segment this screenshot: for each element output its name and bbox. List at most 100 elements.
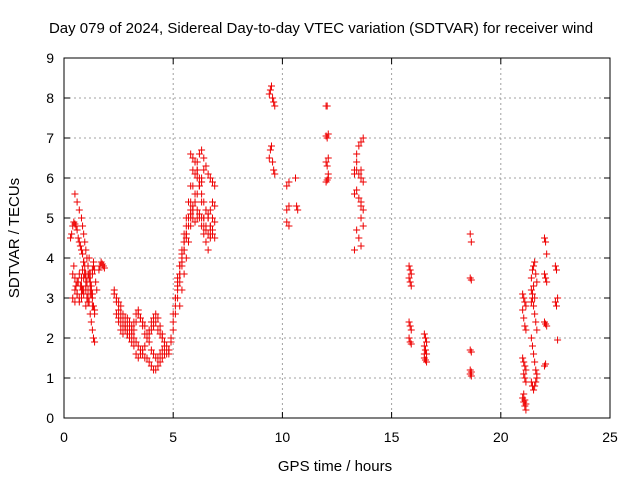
data-point — [467, 276, 475, 284]
data-point — [283, 182, 291, 190]
data-point — [531, 258, 539, 266]
data-point — [530, 350, 538, 358]
data-point — [136, 314, 144, 322]
data-point — [143, 334, 151, 342]
data-point — [271, 170, 279, 178]
data-point — [266, 146, 274, 154]
data-point — [407, 270, 415, 278]
data-point — [420, 330, 428, 338]
data-point — [211, 234, 219, 242]
data-point — [82, 286, 90, 294]
data-point — [134, 354, 142, 362]
data-point — [353, 226, 361, 234]
x-tick-label: 25 — [602, 429, 618, 445]
data-point — [156, 322, 164, 330]
data-point — [145, 338, 153, 346]
y-tick-label: 9 — [46, 50, 54, 66]
data-point — [100, 264, 108, 272]
data-point — [121, 322, 129, 330]
data-point — [353, 186, 361, 194]
x-tick-label: 5 — [169, 429, 177, 445]
data-point — [552, 302, 560, 310]
data-point — [532, 318, 540, 326]
data-point — [527, 274, 535, 282]
data-point — [91, 338, 99, 346]
data-point — [147, 346, 155, 354]
data-point — [89, 334, 97, 342]
data-point — [554, 336, 562, 344]
data-point — [543, 278, 551, 286]
data-point — [542, 238, 550, 246]
data-point — [211, 182, 219, 190]
data-point — [84, 298, 92, 306]
x-tick-label: 0 — [60, 429, 68, 445]
data-point — [81, 238, 89, 246]
data-point — [72, 222, 80, 230]
data-point — [540, 270, 548, 278]
data-point — [353, 158, 361, 166]
data-point — [355, 234, 363, 242]
data-point — [533, 326, 541, 334]
data-point — [154, 362, 162, 370]
data-point — [80, 230, 88, 238]
data-point — [359, 222, 367, 230]
data-point — [184, 198, 192, 206]
data-point — [543, 322, 551, 330]
data-point — [323, 102, 331, 110]
data-point — [421, 334, 429, 342]
data-point — [165, 346, 173, 354]
data-point — [211, 202, 219, 210]
data-point — [156, 358, 164, 366]
data-point — [355, 194, 363, 202]
data-point — [158, 346, 166, 354]
data-point — [178, 258, 186, 266]
data-point — [187, 150, 195, 158]
data-point — [117, 302, 125, 310]
data-point — [80, 290, 88, 298]
data-point — [407, 340, 415, 348]
data-point — [73, 198, 81, 206]
data-point — [115, 318, 123, 326]
data-point — [193, 190, 201, 198]
data-point — [323, 176, 331, 184]
data-point — [79, 250, 87, 258]
y-tick-label: 1 — [46, 370, 54, 386]
data-point — [189, 154, 197, 162]
data-point — [154, 314, 162, 322]
data-point — [202, 226, 210, 234]
data-point — [521, 298, 529, 306]
data-point — [267, 82, 275, 90]
data-point — [359, 178, 367, 186]
data-point — [139, 322, 147, 330]
data-point — [267, 142, 275, 150]
data-point — [128, 322, 136, 330]
data-point — [521, 374, 529, 382]
data-point — [75, 294, 83, 302]
data-point — [285, 178, 293, 186]
data-point — [145, 326, 153, 334]
data-point — [191, 170, 199, 178]
data-point — [174, 274, 182, 282]
data-point — [150, 350, 158, 358]
x-axis-title: GPS time / hours — [278, 458, 392, 475]
data-point — [283, 218, 291, 226]
data-point — [551, 298, 559, 306]
data-point — [211, 218, 219, 226]
data-point — [406, 266, 414, 274]
data-point — [355, 142, 363, 150]
data-point — [552, 266, 560, 274]
data-point — [357, 202, 365, 210]
data-point — [156, 350, 164, 358]
y-tick-label: 8 — [46, 90, 54, 106]
data-point — [82, 302, 90, 310]
data-point — [324, 154, 332, 162]
data-point — [150, 322, 158, 330]
data-point — [167, 334, 175, 342]
data-point — [136, 350, 144, 358]
data-point — [528, 290, 536, 298]
data-point — [285, 222, 293, 230]
data-point — [466, 230, 474, 238]
data-point — [77, 282, 85, 290]
data-point — [521, 396, 529, 404]
data-point — [350, 246, 358, 254]
